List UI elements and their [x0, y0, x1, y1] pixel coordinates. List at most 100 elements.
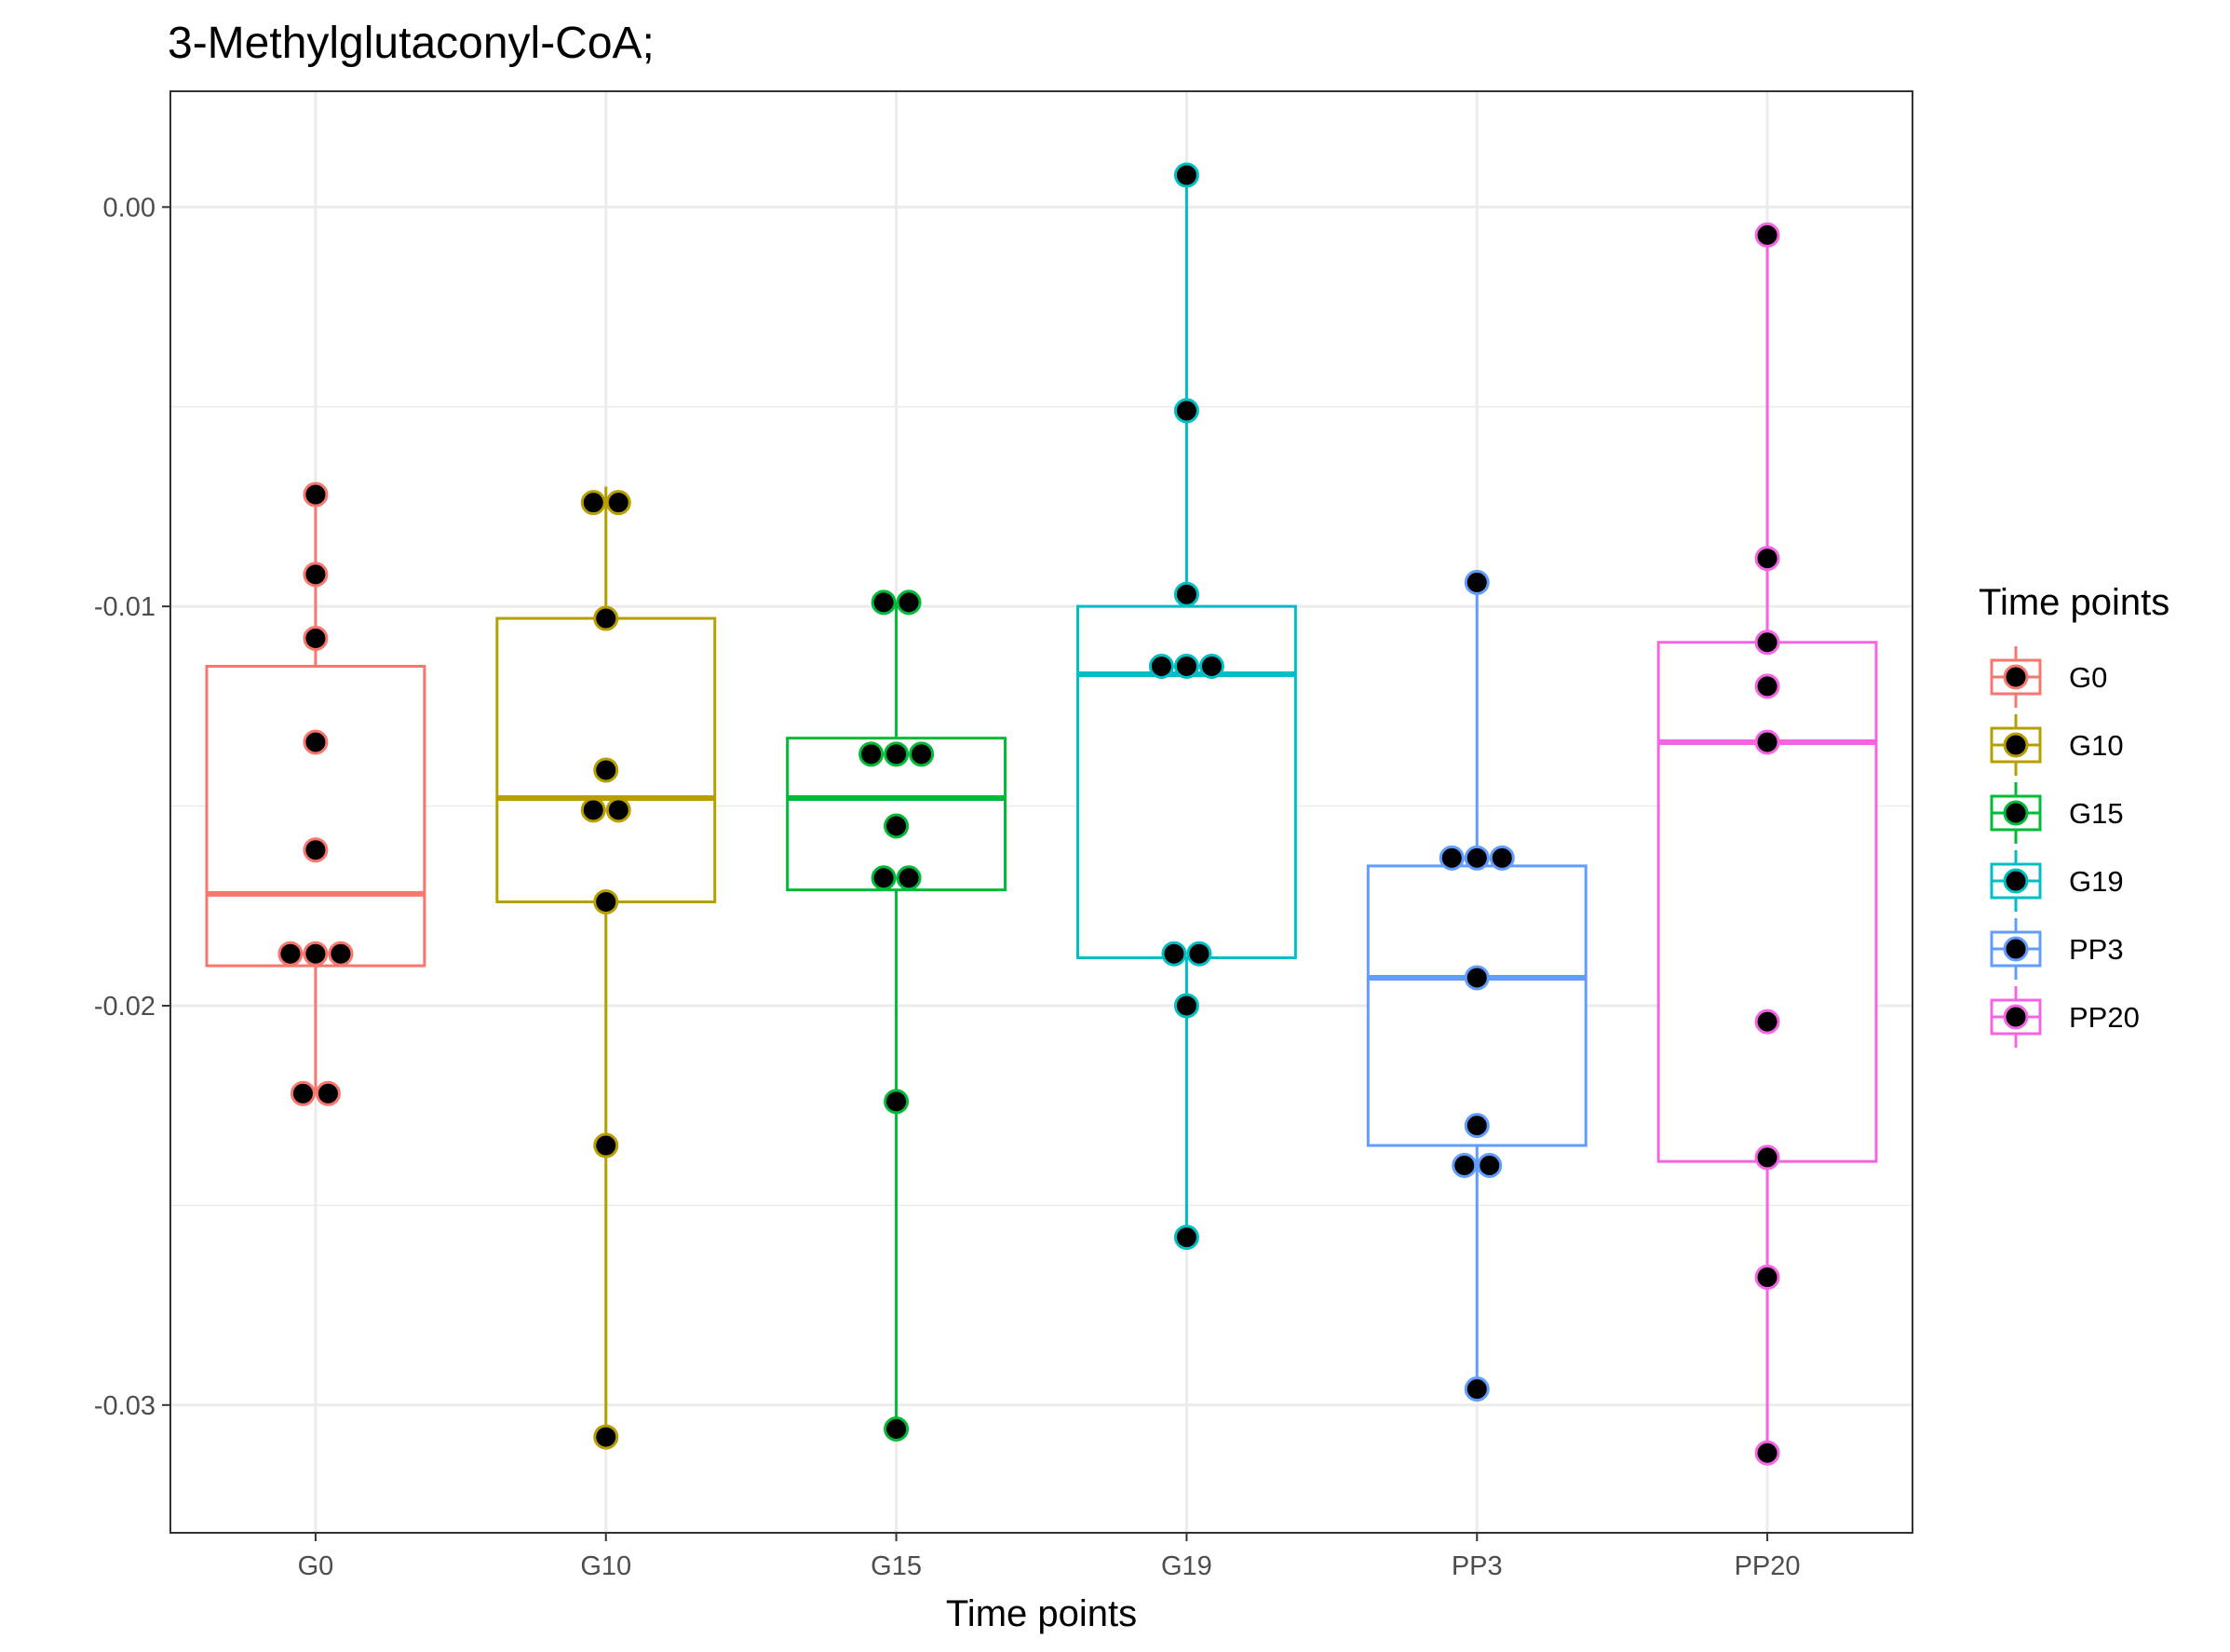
data-point-PP20: [1754, 630, 1780, 656]
data-point-PP20: [1754, 1440, 1780, 1466]
data-point-PP3: [1489, 845, 1515, 871]
data-point-PP20: [1754, 729, 1780, 755]
x-axis-title: Time points: [946, 1593, 1137, 1634]
legend-key-point: [2003, 1004, 2029, 1030]
data-point-G0: [290, 1080, 316, 1106]
data-point-PP20: [1754, 673, 1780, 699]
data-point-G19: [1198, 653, 1224, 679]
legend-key-G0: [1990, 646, 2042, 708]
data-point-G19: [1173, 398, 1199, 424]
data-point-G0: [303, 837, 329, 863]
data-point-G19: [1173, 1225, 1199, 1251]
box-body: [1366, 864, 1588, 1147]
legend-key-G15: [1990, 782, 2042, 844]
legend-label: PP20: [2069, 1001, 2140, 1034]
legend-key-G19: [1990, 850, 2042, 912]
data-point-G15: [884, 1416, 910, 1442]
legend-key-PP20: [1990, 986, 2042, 1048]
legend-label: G10: [2069, 729, 2124, 762]
y-tick-label: -0.02: [94, 992, 155, 1022]
legend-key-point: [2003, 664, 2029, 690]
data-point-G15: [884, 813, 910, 839]
x-tick-label: G0: [298, 1551, 334, 1581]
data-point-PP3: [1464, 965, 1490, 991]
x-tick-label: G19: [1161, 1551, 1212, 1581]
legend-key-point: [2003, 936, 2029, 962]
legend-label: G19: [2069, 865, 2124, 898]
data-point-PP3: [1439, 845, 1465, 871]
box-series: [205, 175, 1878, 1454]
data-point-PP3: [1477, 1152, 1503, 1178]
data-point-G15: [858, 741, 885, 767]
data-point-G0: [277, 941, 304, 967]
legend-label: G0: [2069, 661, 2107, 694]
box-body: [1656, 641, 1878, 1163]
box-PP20: [1656, 235, 1878, 1454]
axes: 0.00 -0.01 -0.02 -0.03 G0 G10 G15 G19 PP3 PP20: [94, 193, 1801, 1581]
data-point-G19: [1173, 581, 1199, 607]
legend-key-G10: [1990, 714, 2042, 776]
box-body: [205, 664, 426, 968]
data-point-G0: [303, 941, 329, 967]
data-point-G19: [1173, 162, 1199, 188]
data-point-G0: [303, 729, 329, 755]
chart-title: 3-Methylglutaconyl-CoA;: [168, 19, 655, 68]
data-point-PP3: [1464, 1376, 1490, 1402]
data-point-G10: [593, 757, 619, 783]
plot-panel-background: [170, 91, 1912, 1533]
data-points: [277, 162, 1780, 1466]
data-point-G10: [593, 1424, 619, 1450]
data-point-G15: [884, 741, 910, 767]
data-point-PP3: [1464, 569, 1490, 595]
data-point-G10: [593, 605, 619, 631]
data-point-PP3: [1464, 1113, 1490, 1139]
data-point-G15: [871, 865, 897, 891]
data-point-PP20: [1754, 1144, 1780, 1171]
data-point-G0: [303, 625, 329, 651]
grid-lines: [170, 91, 1912, 1533]
data-point-PP20: [1754, 546, 1780, 572]
legend-key-PP3: [1990, 918, 2042, 980]
data-point-PP20: [1754, 1265, 1780, 1291]
x-tick-label: PP3: [1452, 1551, 1503, 1581]
data-point-PP3: [1452, 1152, 1478, 1178]
data-point-G0: [315, 1080, 341, 1106]
data-point-G10: [605, 797, 631, 823]
legend-label: PP3: [2069, 933, 2124, 966]
data-point-PP20: [1754, 1009, 1780, 1035]
data-point-G10: [580, 490, 606, 516]
data-point-G15: [896, 589, 922, 616]
box-PP3: [1366, 582, 1588, 1389]
data-point-G0: [303, 562, 329, 588]
legend-label: G15: [2069, 797, 2124, 830]
x-tick-label: G15: [871, 1551, 922, 1581]
y-tick-label: -0.03: [94, 1391, 155, 1421]
data-point-G15: [909, 741, 935, 767]
data-point-PP3: [1464, 845, 1490, 871]
data-point-PP20: [1754, 222, 1780, 248]
legend: Time points G0 G10 G15 G19 PP3 PP20: [1979, 582, 2169, 1048]
data-point-G19: [1173, 993, 1199, 1019]
data-point-G10: [593, 1132, 619, 1158]
data-point-G10: [593, 888, 619, 914]
data-point-G15: [884, 1089, 910, 1115]
legend-key-point: [2003, 800, 2029, 826]
legend-title: Time points: [1979, 582, 2169, 623]
legend-key-point: [2003, 732, 2029, 758]
y-tick-label: 0.00: [103, 193, 155, 223]
data-point-G19: [1161, 941, 1187, 967]
data-point-G10: [605, 490, 631, 516]
x-tick-label: PP20: [1735, 1551, 1801, 1581]
data-point-G0: [303, 481, 329, 508]
data-point-G19: [1148, 653, 1174, 679]
y-tick-label: -0.01: [94, 592, 155, 622]
data-point-G15: [871, 589, 897, 616]
plot-panel-border: [169, 90, 1913, 1534]
data-point-G19: [1186, 941, 1212, 967]
data-point-G15: [896, 865, 922, 891]
data-point-G10: [580, 797, 606, 823]
legend-key-point: [2003, 868, 2029, 894]
data-point-G0: [328, 941, 354, 967]
x-tick-label: G10: [580, 1551, 631, 1581]
